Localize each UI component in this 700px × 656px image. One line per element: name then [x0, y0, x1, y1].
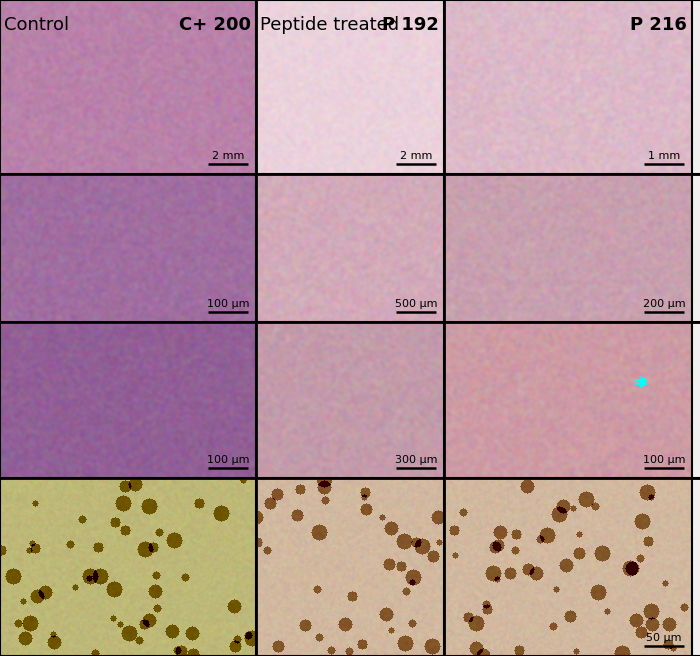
- Text: C+ 200: C+ 200: [179, 16, 251, 34]
- Text: 100 μm: 100 μm: [206, 455, 249, 465]
- Text: 2 mm: 2 mm: [400, 151, 432, 161]
- Text: P 216: P 216: [630, 16, 687, 34]
- Text: 300 μm: 300 μm: [395, 455, 438, 465]
- Text: 500 μm: 500 μm: [395, 299, 438, 309]
- Text: 1 mm: 1 mm: [648, 151, 680, 161]
- Text: 2 mm: 2 mm: [212, 151, 244, 161]
- Text: 100 μm: 100 μm: [643, 455, 685, 465]
- Text: 200 μm: 200 μm: [643, 299, 685, 309]
- Text: 100 μm: 100 μm: [206, 299, 249, 309]
- Text: Peptide treated: Peptide treated: [260, 16, 399, 34]
- Text: Control: Control: [4, 16, 69, 34]
- Text: 50 μm: 50 μm: [646, 633, 682, 643]
- Text: P 192: P 192: [382, 16, 439, 34]
